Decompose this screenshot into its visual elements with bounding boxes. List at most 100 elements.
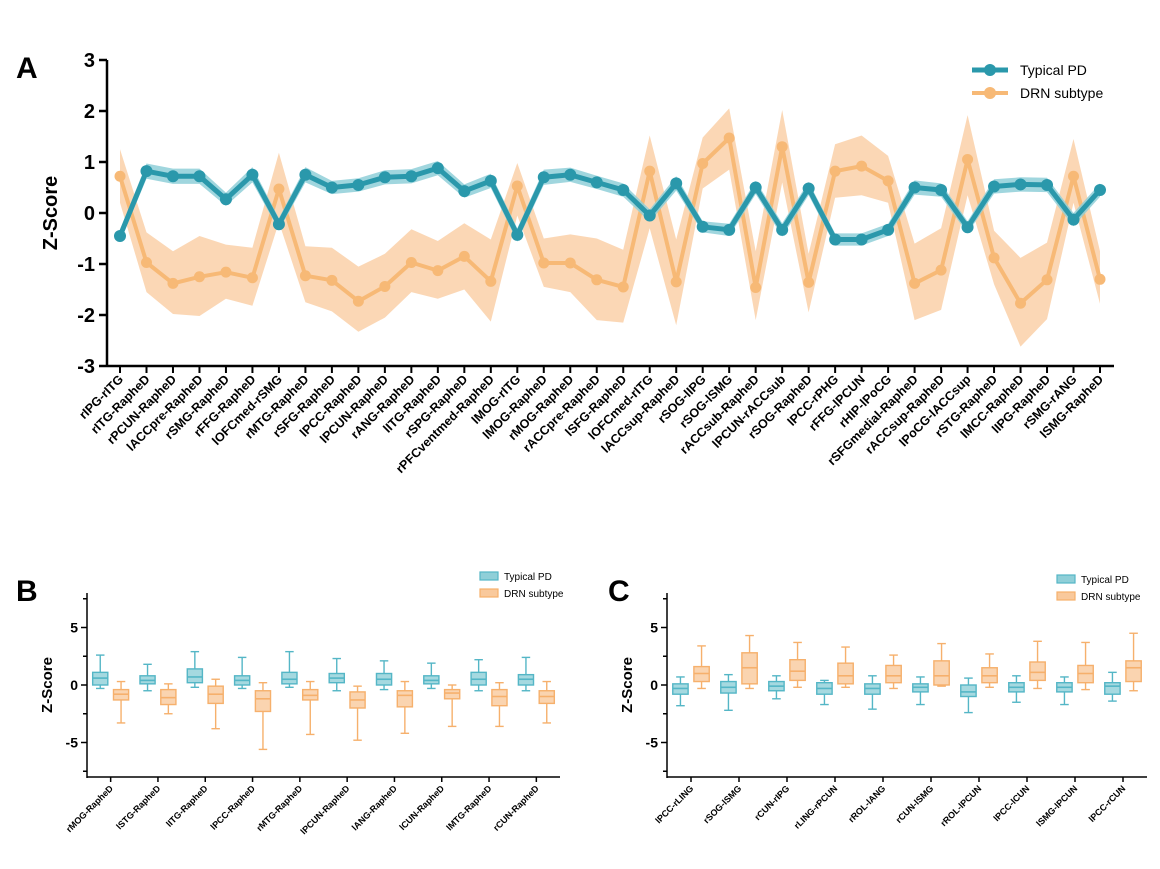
x-tick-label: lPCUN-RapheD (299, 783, 352, 836)
data-point-typical-pd (140, 165, 153, 178)
panel-letter-a: A (16, 52, 38, 85)
data-point-drn-subtype (114, 170, 126, 182)
data-point-typical-pd (1067, 213, 1080, 226)
data-point-drn-subtype (167, 277, 179, 289)
data-point-typical-pd (405, 170, 418, 183)
data-point-drn-subtype (591, 274, 603, 286)
data-point-drn-subtype (1094, 273, 1106, 285)
legend-swatch-box (1056, 574, 1076, 584)
data-point-drn-subtype (776, 141, 788, 153)
x-tick-label: rCUN-lSMG (894, 783, 936, 825)
y-axis-title: Z-Score (619, 657, 636, 713)
data-point-typical-pd (908, 181, 921, 194)
box-drn-subtype (254, 690, 272, 713)
data-point-typical-pd (988, 180, 1001, 193)
legend-label: DRN subtype (1081, 592, 1141, 603)
data-point-typical-pd (723, 223, 736, 236)
box-typical-pd (186, 668, 204, 684)
data-point-typical-pd (219, 193, 232, 206)
data-point-typical-pd (114, 229, 126, 242)
data-point-typical-pd (829, 233, 842, 246)
data-point-typical-pd (511, 228, 524, 241)
legend-label: DRN subtype (1020, 85, 1103, 101)
data-point-drn-subtype (988, 252, 1000, 264)
data-point-typical-pd (935, 184, 948, 197)
data-point-typical-pd (166, 170, 179, 183)
x-tick-label: rROL-lANG (846, 783, 887, 824)
box-drn-subtype (837, 662, 854, 685)
box-drn-subtype (491, 688, 508, 707)
y-tick-label: 0 (70, 677, 78, 693)
box-typical-pd (1104, 682, 1121, 695)
data-point-drn-subtype (379, 280, 391, 292)
data-point-drn-subtype (962, 153, 974, 165)
x-tick-label: lCUN-RapheD (397, 783, 446, 832)
data-point-typical-pd (961, 221, 974, 234)
data-point-drn-subtype (617, 281, 629, 293)
data-point-typical-pd (882, 223, 895, 236)
box-typical-pd (960, 684, 977, 698)
y-tick-label: -3 (77, 356, 95, 378)
box-drn-subtype (885, 664, 902, 684)
y-axis-title: Z-Score (39, 657, 56, 713)
data-point-drn-subtype (405, 256, 417, 268)
data-point-drn-subtype (432, 265, 444, 277)
legend-swatch-box (479, 571, 499, 581)
data-point-typical-pd (431, 162, 444, 175)
data-point-drn-subtype (273, 183, 285, 195)
x-tick-label: rSOG-lSMG (701, 783, 743, 825)
data-point-drn-subtype (697, 158, 709, 170)
y-tick-label: 5 (650, 620, 658, 636)
x-tick-label: lANG-RapheD (350, 783, 399, 832)
data-point-drn-subtype (485, 275, 497, 287)
x-tick-label: lPCC-rCUN (1087, 783, 1128, 824)
y-tick-label: 0 (84, 203, 95, 225)
legend-panel-b-chart: Typical PD DRN subtype (479, 571, 564, 600)
x-tick-label: rLING-rPCUN (792, 783, 839, 830)
data-point-drn-subtype (511, 180, 523, 192)
data-point-drn-subtype (299, 270, 311, 282)
box-drn-subtype (443, 688, 461, 700)
x-tick-label: lSTG-RapheD (114, 783, 162, 831)
box-drn-subtype (789, 659, 806, 682)
y-tick-label: 3 (84, 50, 95, 72)
data-point-typical-pd (484, 174, 497, 187)
box-drn-subtype (1125, 660, 1142, 683)
data-point-drn-subtype (352, 295, 364, 307)
x-tick-label: lPCC-RapheD (209, 783, 258, 832)
data-point-drn-subtype (538, 257, 550, 269)
data-point-drn-subtype (829, 165, 841, 177)
data-point-drn-subtype (1068, 170, 1080, 182)
data-point-drn-subtype (140, 256, 152, 268)
x-tick-label: rCUN-RapheD (491, 783, 541, 833)
data-point-typical-pd (564, 168, 577, 181)
data-point-typical-pd (802, 182, 815, 195)
data-point-drn-subtype (220, 266, 232, 278)
box-drn-subtype (1029, 661, 1046, 682)
data-point-typical-pd (749, 181, 762, 194)
data-point-typical-pd (590, 176, 603, 189)
panel-letter-c: C (608, 575, 630, 608)
y-tick-label: -1 (77, 254, 95, 276)
data-point-drn-subtype (246, 272, 258, 284)
data-point-drn-subtype (326, 274, 338, 286)
data-point-typical-pd (1094, 184, 1106, 197)
data-point-typical-pd (855, 233, 868, 246)
data-point-typical-pd (378, 171, 391, 184)
x-tick-label: rROL-lPCUN (939, 783, 984, 828)
x-tick-label: rMTG-RapheD (254, 783, 304, 833)
data-point-typical-pd (1014, 178, 1027, 191)
box-typical-pd (281, 671, 298, 685)
legend-swatch-marker (984, 64, 996, 76)
data-point-drn-subtype (193, 271, 205, 283)
legend-swatch-box (479, 588, 499, 598)
x-tick-label: rCUN-rIPG (753, 783, 792, 822)
data-point-drn-subtype (856, 160, 868, 172)
data-point-typical-pd (299, 168, 312, 181)
legend-panel-a: Typical PD DRN subtype (972, 62, 1103, 101)
panel-a-chart: -3-2-10123Z-ScorerIPG-rITGrITG-RapheDrPC… (40, 50, 1114, 476)
data-point-typical-pd (246, 168, 259, 181)
x-tick-label: lMTG-RapheD (444, 783, 493, 832)
